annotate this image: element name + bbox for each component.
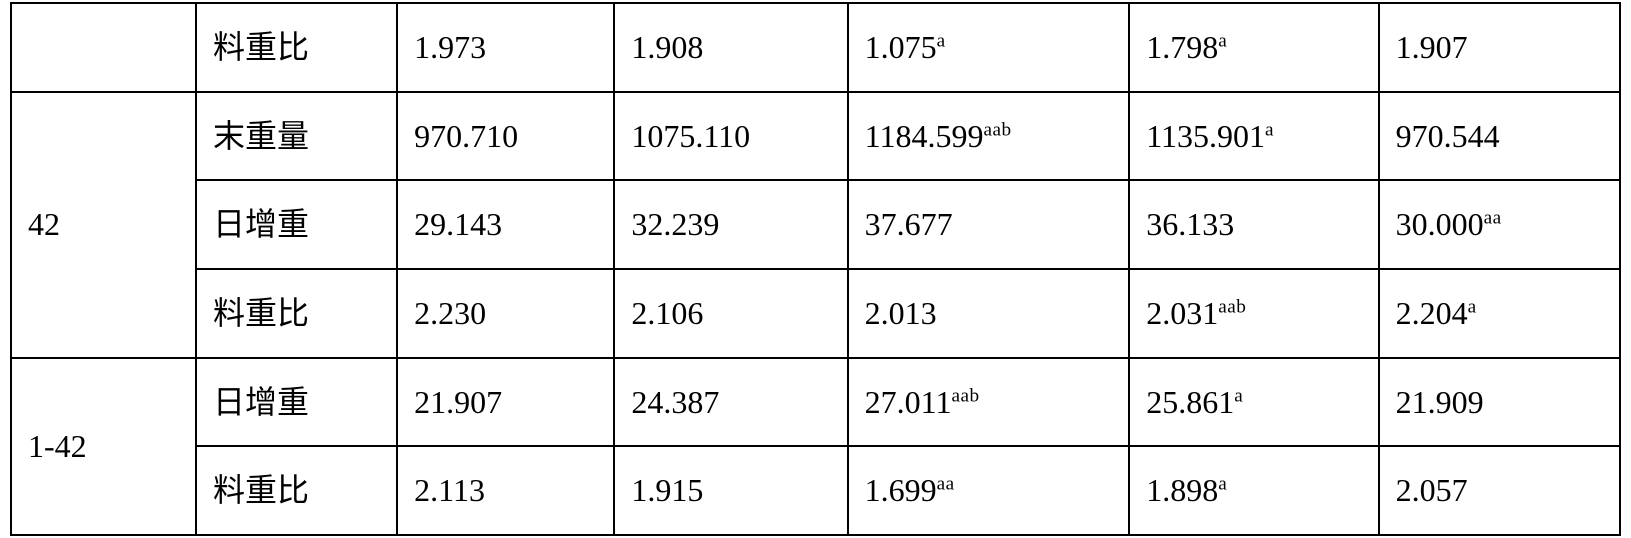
- cell-value: 2.057: [1379, 446, 1620, 535]
- table-row: 1-42 日增重 21.907 24.387 27.011aab 25.861a…: [11, 358, 1620, 447]
- cell-value: 1075.110: [614, 92, 847, 181]
- cell-value: 1184.599aab: [848, 92, 1130, 181]
- superscript: aab: [1218, 296, 1246, 317]
- cell-value: 27.011aab: [848, 358, 1130, 447]
- cell-value: 37.677: [848, 180, 1130, 269]
- superscript: aa: [1484, 208, 1502, 229]
- cell-value: 1.973: [397, 3, 614, 92]
- cell-group: 42: [11, 92, 196, 358]
- cell-metric: 末重量: [196, 92, 397, 181]
- cell-value: 25.861a: [1129, 358, 1378, 447]
- cell-value: 2.204a: [1379, 269, 1620, 358]
- table-row: 42 末重量 970.710 1075.110 1184.599aab 1135…: [11, 92, 1620, 181]
- cell-group: [11, 3, 196, 92]
- cell-value: 1.908: [614, 3, 847, 92]
- cell-value: 970.710: [397, 92, 614, 181]
- table-row: 料重比 2.113 1.915 1.699aa 1.898a 2.057: [11, 446, 1620, 535]
- cell-value: 2.106: [614, 269, 847, 358]
- table-container: 料重比 1.973 1.908 1.075a 1.798a 1.907 42 末…: [0, 0, 1631, 538]
- cell-value: 970.544: [1379, 92, 1620, 181]
- cell-value: 1135.901a: [1129, 92, 1378, 181]
- superscript: a: [1468, 296, 1477, 317]
- cell-metric: 料重比: [196, 3, 397, 92]
- cell-value: 1.898a: [1129, 446, 1378, 535]
- cell-value: 1.915: [614, 446, 847, 535]
- cell-value: 2.013: [848, 269, 1130, 358]
- superscript: aab: [951, 385, 979, 406]
- cell-metric: 日增重: [196, 180, 397, 269]
- cell-metric: 日增重: [196, 358, 397, 447]
- cell-metric: 料重比: [196, 446, 397, 535]
- superscript: aa: [937, 474, 955, 495]
- superscript: a: [1218, 474, 1227, 495]
- cell-value: 29.143: [397, 180, 614, 269]
- superscript: a: [937, 30, 946, 51]
- data-table: 料重比 1.973 1.908 1.075a 1.798a 1.907 42 末…: [10, 2, 1621, 536]
- cell-value: 30.000aa: [1379, 180, 1620, 269]
- superscript: a: [1265, 119, 1274, 140]
- table-row: 料重比 1.973 1.908 1.075a 1.798a 1.907: [11, 3, 1620, 92]
- cell-value: 2.230: [397, 269, 614, 358]
- cell-value: 32.239: [614, 180, 847, 269]
- cell-value: 36.133: [1129, 180, 1378, 269]
- cell-metric: 料重比: [196, 269, 397, 358]
- superscript: aab: [983, 119, 1011, 140]
- cell-value: 2.113: [397, 446, 614, 535]
- superscript: a: [1218, 30, 1227, 51]
- cell-value: 24.387: [614, 358, 847, 447]
- cell-group: 1-42: [11, 358, 196, 535]
- cell-value: 1.075a: [848, 3, 1130, 92]
- cell-value: 21.909: [1379, 358, 1620, 447]
- cell-value: 1.699aa: [848, 446, 1130, 535]
- cell-value: 1.907: [1379, 3, 1620, 92]
- cell-value: 21.907: [397, 358, 614, 447]
- table-row: 料重比 2.230 2.106 2.013 2.031aab 2.204a: [11, 269, 1620, 358]
- superscript: a: [1234, 385, 1243, 406]
- table-row: 日增重 29.143 32.239 37.677 36.133 30.000aa: [11, 180, 1620, 269]
- cell-value: 2.031aab: [1129, 269, 1378, 358]
- cell-value: 1.798a: [1129, 3, 1378, 92]
